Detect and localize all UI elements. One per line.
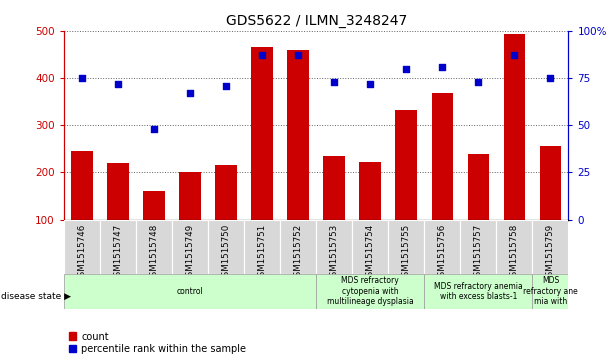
Point: [293, 53, 303, 58]
Bar: [215, 166, 237, 220]
Bar: [352, 220, 389, 274]
Bar: [288, 50, 309, 220]
Title: GDS5622 / ILMN_3248247: GDS5622 / ILMN_3248247: [226, 15, 407, 28]
Text: GSM1515747: GSM1515747: [114, 224, 122, 282]
Bar: [533, 274, 568, 309]
Point: [221, 83, 231, 89]
Text: GSM1515756: GSM1515756: [438, 224, 447, 282]
Point: [149, 126, 159, 132]
Point: [401, 66, 411, 72]
Text: GSM1515751: GSM1515751: [258, 224, 266, 282]
Text: GSM1515753: GSM1515753: [330, 224, 339, 282]
Bar: [540, 146, 561, 220]
Bar: [424, 220, 460, 274]
Bar: [503, 34, 525, 220]
Text: MDS
refractory ane
mia with: MDS refractory ane mia with: [523, 276, 578, 306]
Bar: [143, 191, 165, 220]
Text: GSM1515752: GSM1515752: [294, 224, 303, 282]
Bar: [251, 47, 273, 220]
Text: GSM1515758: GSM1515758: [510, 224, 519, 282]
Text: GSM1515757: GSM1515757: [474, 224, 483, 282]
Bar: [172, 220, 208, 274]
Text: GSM1515749: GSM1515749: [185, 224, 195, 282]
Bar: [244, 220, 280, 274]
Text: MDS refractory anemia
with excess blasts-1: MDS refractory anemia with excess blasts…: [434, 282, 523, 301]
Point: [185, 90, 195, 96]
Bar: [395, 110, 417, 220]
Bar: [316, 274, 424, 309]
Bar: [107, 163, 129, 220]
Bar: [496, 220, 533, 274]
Bar: [280, 220, 316, 274]
Bar: [64, 220, 100, 274]
Bar: [389, 220, 424, 274]
Bar: [64, 274, 316, 309]
Point: [510, 53, 519, 58]
Point: [257, 53, 267, 58]
Text: control: control: [177, 287, 203, 296]
Text: GSM1515750: GSM1515750: [221, 224, 230, 282]
Point: [438, 64, 447, 70]
Point: [113, 81, 123, 87]
Bar: [71, 151, 92, 220]
Point: [545, 75, 555, 81]
Text: GSM1515746: GSM1515746: [77, 224, 86, 282]
Bar: [179, 172, 201, 220]
Bar: [468, 154, 489, 220]
Bar: [323, 156, 345, 220]
Point: [77, 75, 87, 81]
Legend: count, percentile rank within the sample: count, percentile rank within the sample: [69, 331, 246, 354]
Point: [330, 79, 339, 85]
Text: GSM1515755: GSM1515755: [402, 224, 411, 282]
Bar: [359, 162, 381, 220]
Text: GSM1515759: GSM1515759: [546, 224, 555, 282]
Text: MDS refractory
cytopenia with
multilineage dysplasia: MDS refractory cytopenia with multilinea…: [327, 276, 413, 306]
Point: [474, 79, 483, 85]
Text: GSM1515754: GSM1515754: [366, 224, 375, 282]
Bar: [316, 220, 352, 274]
Text: GSM1515748: GSM1515748: [150, 224, 159, 282]
Bar: [136, 220, 172, 274]
Text: disease state ▶: disease state ▶: [1, 292, 71, 301]
Bar: [100, 220, 136, 274]
Bar: [424, 274, 533, 309]
Point: [365, 81, 375, 87]
Bar: [533, 220, 568, 274]
Bar: [460, 220, 496, 274]
Bar: [432, 93, 453, 220]
Bar: [208, 220, 244, 274]
